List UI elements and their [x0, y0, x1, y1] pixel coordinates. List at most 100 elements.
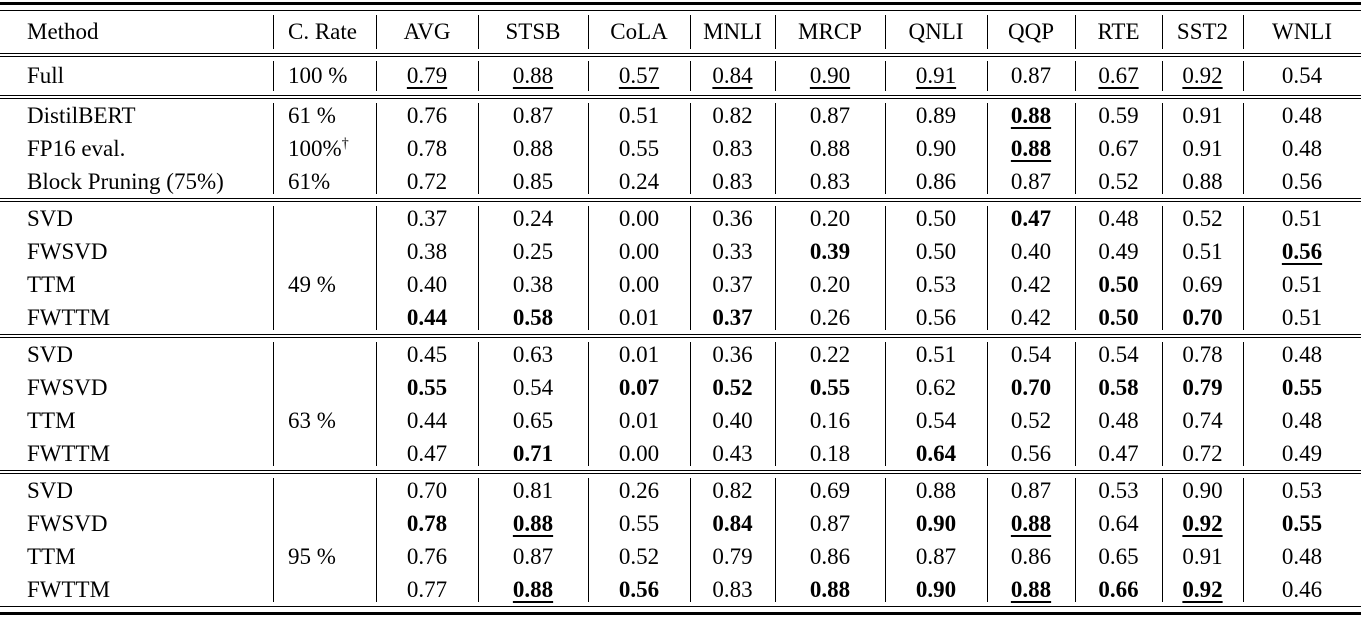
score-value: 0.57: [618, 63, 660, 88]
score-value: 0.79: [712, 543, 753, 569]
score-value: 0.55: [406, 374, 448, 400]
score-value: 0.37: [712, 304, 753, 330]
score-value: 0.90: [915, 135, 957, 161]
score-cell: 0.87: [987, 470, 1075, 507]
score-value: 0.01: [618, 304, 660, 330]
score-value: 0.48: [1281, 102, 1323, 128]
score-cell: 0.71: [478, 437, 588, 470]
column-header-wnli: WNLI: [1243, 10, 1361, 57]
score-cell: 0.00: [588, 198, 690, 235]
score-value: 0.54: [1281, 63, 1323, 88]
compression-rate-cell: 95 %: [273, 540, 376, 573]
method-cell: FWSVD: [27, 238, 108, 264]
score-cell: 0.65: [478, 404, 588, 437]
score-cell: 0.62: [885, 371, 987, 404]
score-value: 0.62: [915, 374, 957, 400]
score-cell: 0.88: [478, 132, 588, 165]
score-value: 0.22: [809, 341, 851, 367]
score-cell: 0.54: [885, 404, 987, 437]
column-header-rte: RTE: [1075, 10, 1162, 57]
score-value: 0.88: [1010, 135, 1052, 161]
score-cell: 0.70: [987, 371, 1075, 404]
method-cell: FWTTM: [27, 440, 111, 466]
score-value: 0.59: [1098, 102, 1139, 128]
score-value: 0.58: [1098, 374, 1139, 400]
score-cell: 0.59: [1075, 95, 1162, 132]
table-row: FWTTM 0.44 0.58 0.01 0.37 0.26 0.56 0.42 0.50 0.7…: [0, 301, 1361, 334]
score-value: 0.89: [915, 102, 957, 128]
score-cell: 0.37: [690, 301, 775, 334]
score-cell: 0.42: [987, 301, 1075, 334]
score-value: 0.44: [406, 407, 448, 433]
score-value: 0.90: [809, 63, 851, 88]
score-cell: 0.48: [1075, 198, 1162, 235]
score-cell: 0.88: [987, 132, 1075, 165]
score-cell: 0.90: [885, 507, 987, 540]
score-cell: 0.18: [775, 437, 885, 470]
score-value: 0.24: [618, 168, 660, 194]
score-cell: 0.48: [1243, 132, 1361, 165]
score-value: 0.48: [1281, 543, 1323, 569]
column-header-c-rate: C. Rate: [273, 10, 376, 57]
score-cell: 0.77: [376, 573, 478, 607]
score-cell: 0.83: [775, 165, 885, 198]
score-cell: 0.38: [478, 268, 588, 301]
score-value: 0.18: [809, 440, 851, 466]
compression-rate-cell: 63 %: [273, 404, 376, 437]
score-value: 0.88: [809, 135, 851, 161]
row-group-0: Full 100 % 0.79 0.88 0.57 0.84 0.90 0.91 0.87 0.6…: [0, 57, 1361, 95]
score-value: 0.58: [512, 304, 554, 330]
score-value: 0.65: [512, 407, 554, 433]
table-row: TTM 49 % 0.40 0.38 0.00 0.37 0.20 0.53 0.42 0.50 0…: [0, 268, 1361, 301]
score-cell: 0.37: [376, 198, 478, 235]
score-cell: 0.50: [885, 198, 987, 235]
score-value: 0.90: [1182, 477, 1223, 503]
score-cell: 0.70: [376, 470, 478, 507]
score-cell: 0.76: [376, 540, 478, 573]
score-cell: 0.87: [987, 57, 1075, 95]
score-cell: 0.55: [588, 507, 690, 540]
score-cell: 0.86: [987, 540, 1075, 573]
score-cell: 0.51: [1162, 235, 1243, 268]
row-group-3: SVD 0.45 0.63 0.01 0.36 0.22 0.51 0.54 0.54 0.78 0…: [0, 334, 1361, 470]
score-value: 0.37: [712, 271, 753, 297]
score-value: 0.40: [406, 271, 448, 297]
score-value: 0.56: [618, 576, 660, 602]
dagger-footnote-marker: †: [341, 134, 349, 151]
score-value: 0.76: [406, 543, 448, 569]
score-value: 0.20: [809, 271, 851, 297]
score-cell: 0.57: [588, 57, 690, 95]
score-value: 0.83: [712, 576, 753, 602]
score-value: 0.72: [406, 168, 448, 194]
score-cell: 0.54: [1075, 334, 1162, 371]
score-cell: 0.89: [885, 95, 987, 132]
compression-rate-cell: [273, 573, 376, 607]
score-value: 0.92: [1182, 63, 1223, 88]
score-value: 0.51: [618, 102, 660, 128]
score-cell: 0.58: [1075, 371, 1162, 404]
score-value: 0.52: [1098, 168, 1139, 194]
header-row: Method C. Rate AVG STSB CoLA MNLI MRCP QNLI QQP R…: [0, 10, 1361, 57]
score-value: 0.88: [809, 576, 851, 602]
method-cell: FWSVD: [27, 374, 108, 400]
score-cell: 0.00: [588, 437, 690, 470]
score-value: 0.00: [618, 238, 660, 264]
score-cell: 0.92: [1162, 507, 1243, 540]
score-value: 0.56: [1281, 238, 1323, 264]
score-cell: 0.83: [690, 573, 775, 607]
score-cell: 0.56: [588, 573, 690, 607]
score-cell: 0.82: [690, 95, 775, 132]
score-cell: 0.88: [775, 573, 885, 607]
score-value: 0.78: [406, 510, 448, 536]
score-cell: 0.66: [1075, 573, 1162, 607]
score-cell: 0.79: [376, 57, 478, 95]
score-cell: 0.00: [588, 268, 690, 301]
score-cell: 0.48: [1243, 95, 1361, 132]
compression-rate-cell: 61 %: [273, 95, 376, 132]
score-value: 0.40: [1010, 238, 1052, 264]
compression-rate-cell: [273, 334, 376, 371]
score-cell: 0.69: [775, 470, 885, 507]
score-value: 0.16: [809, 407, 851, 433]
score-value: 0.54: [915, 407, 957, 433]
score-value: 0.55: [1281, 510, 1323, 536]
